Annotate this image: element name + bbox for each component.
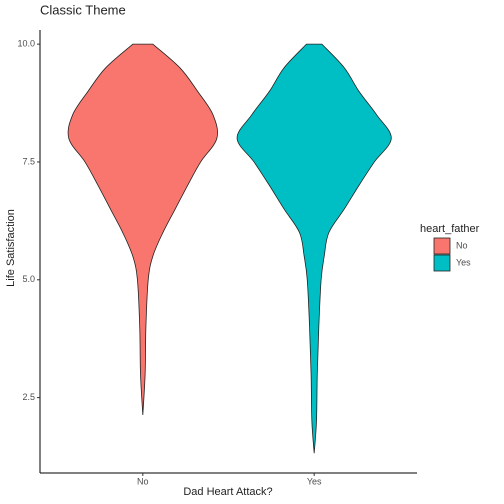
legend-label: Yes: [456, 257, 471, 267]
legend-swatch: [433, 254, 451, 272]
y-tick-label: 2.5: [22, 392, 35, 402]
violin: [67, 43, 218, 416]
chart-title: Classic Theme: [40, 2, 126, 17]
y-tick-label: 5.0: [22, 274, 35, 284]
x-tick-label: Yes: [307, 476, 322, 486]
y-tick-label: 7.5: [22, 156, 35, 166]
x-tick-label: No: [137, 476, 149, 486]
y-tick-label: 10.0: [17, 39, 35, 49]
legend-label: No: [456, 240, 468, 250]
x-axis-title: Dad Heart Attack?: [183, 486, 272, 498]
legend-title: heart_father: [420, 223, 480, 235]
violin: [236, 43, 392, 454]
y-axis-title: Life Satisfaction: [5, 209, 17, 287]
legend-swatch: [433, 237, 451, 255]
